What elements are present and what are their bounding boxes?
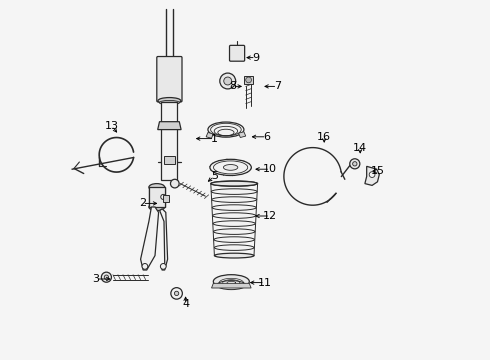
Ellipse shape — [215, 253, 254, 258]
Circle shape — [350, 159, 360, 169]
Circle shape — [245, 77, 251, 83]
Text: 4: 4 — [182, 299, 189, 309]
Ellipse shape — [149, 203, 165, 211]
Circle shape — [171, 288, 182, 299]
Polygon shape — [158, 122, 181, 130]
Ellipse shape — [211, 181, 258, 186]
Ellipse shape — [213, 275, 249, 288]
Polygon shape — [141, 207, 159, 270]
Bar — [162, 102, 177, 180]
Ellipse shape — [217, 281, 245, 289]
Ellipse shape — [215, 245, 254, 251]
Text: 14: 14 — [353, 143, 368, 153]
Ellipse shape — [211, 189, 257, 194]
Ellipse shape — [211, 181, 258, 186]
Polygon shape — [160, 209, 168, 270]
Polygon shape — [212, 283, 251, 288]
Circle shape — [142, 264, 148, 269]
Ellipse shape — [149, 184, 165, 191]
Ellipse shape — [213, 221, 255, 226]
Text: 6: 6 — [263, 132, 270, 142]
Text: 9: 9 — [252, 53, 259, 63]
Ellipse shape — [210, 159, 251, 175]
Text: 1: 1 — [211, 134, 218, 144]
Bar — [149, 187, 165, 207]
Text: 7: 7 — [274, 81, 281, 91]
Ellipse shape — [223, 165, 238, 170]
Ellipse shape — [212, 205, 256, 210]
Text: 13: 13 — [105, 121, 119, 131]
Text: 15: 15 — [371, 166, 385, 176]
Circle shape — [369, 172, 375, 177]
Polygon shape — [239, 132, 245, 138]
Text: 5: 5 — [211, 171, 218, 181]
Ellipse shape — [159, 100, 179, 105]
Circle shape — [353, 162, 357, 166]
Ellipse shape — [214, 237, 254, 242]
Circle shape — [104, 275, 109, 279]
Text: 16: 16 — [317, 132, 331, 142]
Polygon shape — [365, 166, 379, 185]
Polygon shape — [206, 132, 213, 138]
Ellipse shape — [213, 213, 256, 219]
Text: 10: 10 — [263, 164, 277, 174]
Bar — [163, 195, 169, 202]
Bar — [245, 76, 253, 84]
FancyBboxPatch shape — [157, 57, 182, 102]
Text: 2: 2 — [139, 198, 146, 208]
Ellipse shape — [212, 197, 257, 202]
Ellipse shape — [214, 161, 248, 174]
Text: 8: 8 — [229, 81, 236, 91]
Circle shape — [224, 77, 232, 85]
FancyBboxPatch shape — [229, 45, 245, 61]
Ellipse shape — [208, 122, 244, 137]
Bar — [164, 156, 175, 164]
Ellipse shape — [214, 229, 255, 234]
Circle shape — [101, 272, 111, 282]
Text: 3: 3 — [92, 274, 99, 284]
Circle shape — [171, 179, 179, 188]
Circle shape — [220, 73, 236, 89]
Text: 12: 12 — [263, 211, 277, 221]
Circle shape — [174, 291, 179, 296]
Circle shape — [161, 194, 166, 199]
Text: 11: 11 — [258, 278, 272, 288]
Circle shape — [160, 264, 166, 269]
Ellipse shape — [158, 98, 181, 104]
